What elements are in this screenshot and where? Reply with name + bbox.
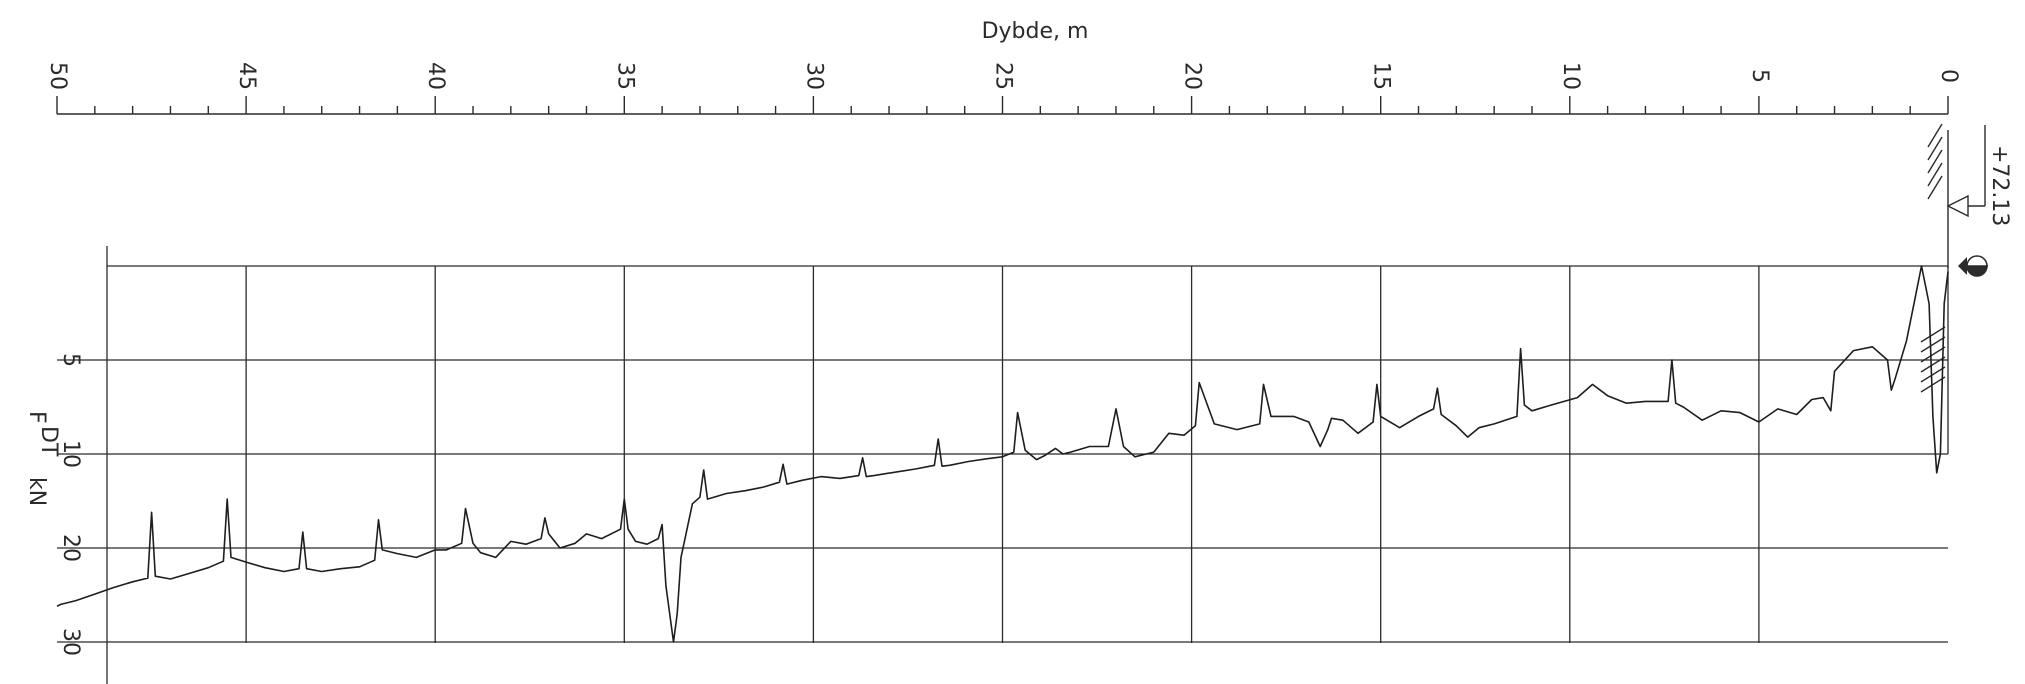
series-line [56, 265, 1949, 643]
level-triangle [1946, 194, 1969, 218]
force-axis: 5 10 20 30 [58, 353, 83, 656]
depth-tick-label: 10 [1558, 62, 1583, 90]
depth-axis: 0 5 10 15 20 25 30 35 40 45 50 [45, 62, 1961, 115]
depth-tick-label: 15 [1369, 62, 1394, 90]
depth-tick-label: 0 [1936, 69, 1961, 83]
force-tick-label: 5 [58, 353, 83, 367]
depth-tick-label: 30 [801, 62, 826, 90]
force-axis-subscript: DT [36, 426, 61, 457]
depth-tick-label: 50 [45, 62, 70, 90]
force-axis-symbol: F [24, 411, 49, 424]
depth-axis-title: Dybde, m [982, 19, 1089, 44]
inner-hatch [1920, 326, 1946, 393]
elevation-marker: +72.13 [1927, 123, 2012, 268]
depth-tick-label: 45 [234, 62, 259, 90]
depth-tick-label: 5 [1747, 69, 1772, 83]
depth-tick-label: 25 [991, 62, 1016, 90]
plot-grid [57, 246, 1949, 684]
force-tick-label: 20 [58, 534, 83, 562]
ground-hatch [1927, 123, 1943, 200]
elevation-label: +72.13 [1987, 145, 2012, 226]
groundwater-symbol [1958, 255, 1988, 277]
force-tick-label: 10 [58, 440, 83, 468]
depth-tick-label: 35 [612, 62, 637, 90]
depth-tick-label: 40 [423, 62, 448, 90]
force-axis-title: F DT kN [24, 411, 61, 506]
force-tick-label: 30 [58, 628, 83, 656]
depth-tick-label: 20 [1180, 62, 1205, 90]
force-axis-unit: kN [24, 477, 49, 506]
